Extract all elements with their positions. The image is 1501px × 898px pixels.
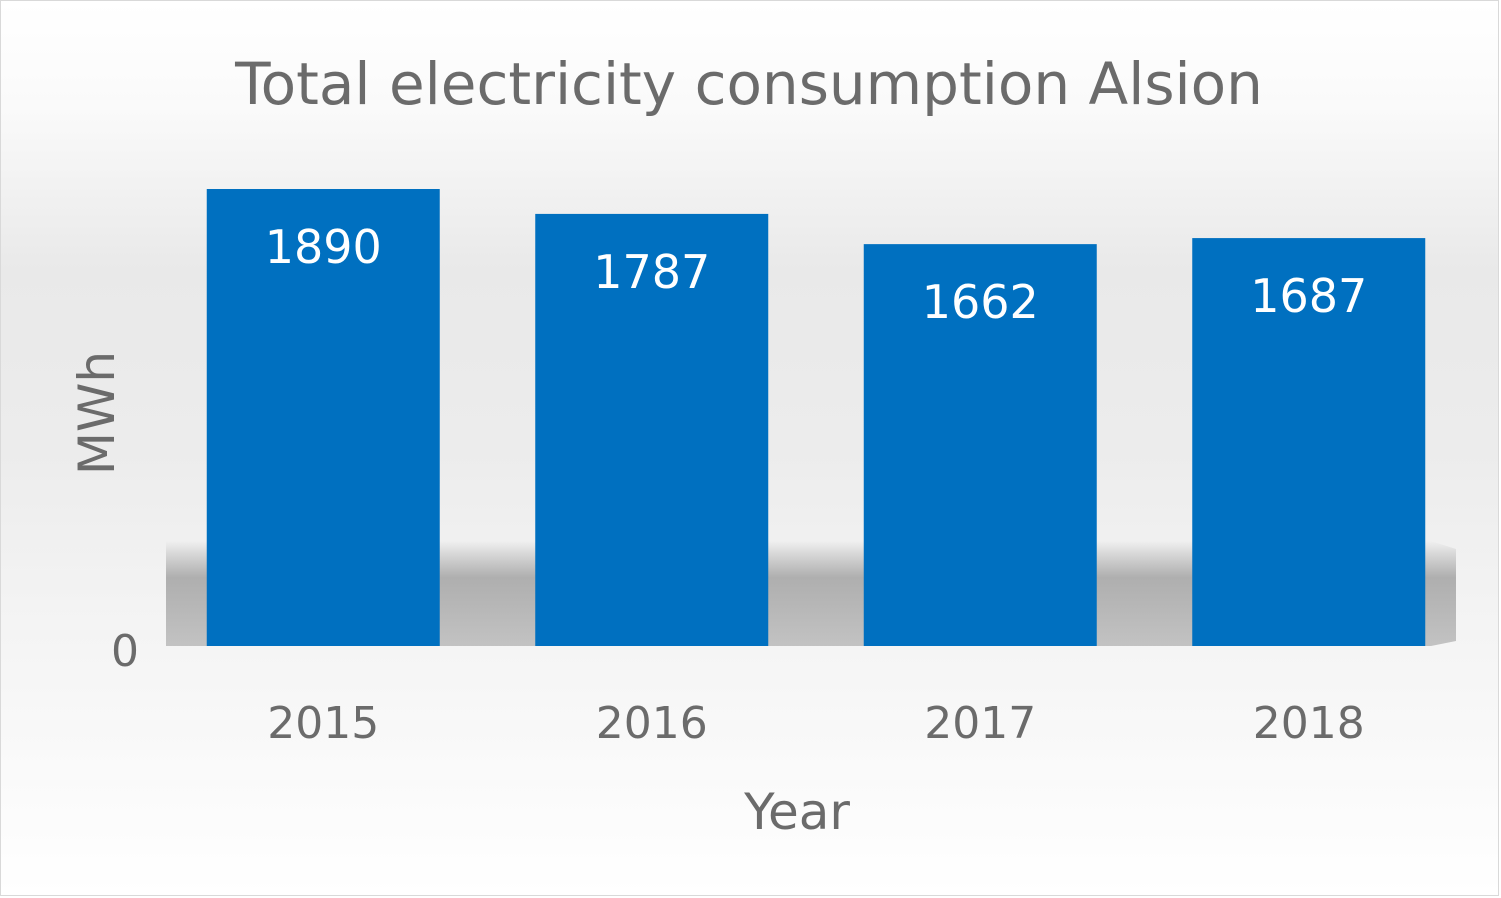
data-label-2016: 1787 <box>593 245 710 299</box>
chart-title: Total electricity consumption Alsion <box>234 50 1263 118</box>
x-tick-2017: 2017 <box>924 698 1036 749</box>
bar-2015 <box>206 189 440 646</box>
floor-shadow <box>166 541 1456 646</box>
x-tick-2016: 2016 <box>596 698 708 749</box>
data-label-2015: 1890 <box>265 220 382 274</box>
bar-2017 <box>863 244 1097 646</box>
data-label-2017: 1662 <box>922 275 1039 329</box>
bars-group <box>206 189 1426 647</box>
bar-2018 <box>1192 238 1426 646</box>
data-labels-group: 1890 1787 1662 1687 <box>265 220 1368 329</box>
y-axis-zero-tick: 0 <box>111 626 139 677</box>
x-tick-2018: 2018 <box>1253 698 1365 749</box>
x-tick-2015: 2015 <box>267 698 379 749</box>
floor-shadow-shape <box>166 541 1456 646</box>
data-label-2018: 1687 <box>1250 269 1367 323</box>
x-axis-ticks: 2015 2016 2017 2018 <box>267 698 1364 749</box>
x-axis-title: Year <box>743 783 850 841</box>
y-axis-title: MWh <box>68 351 126 475</box>
bar-2016 <box>535 213 769 647</box>
